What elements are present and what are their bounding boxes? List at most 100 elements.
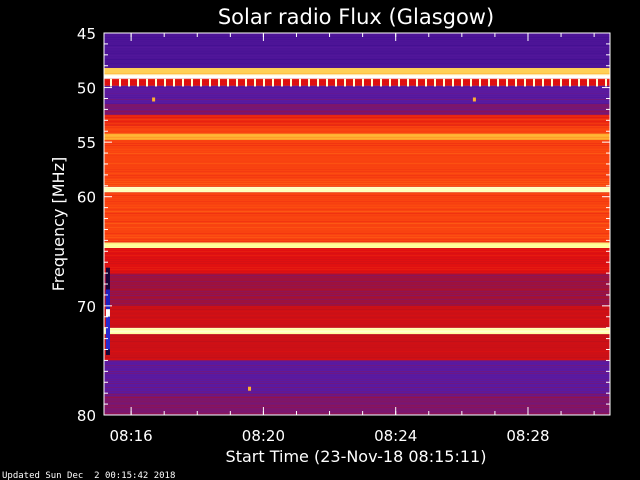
texture-line [104,195,610,196]
calibration-marker [182,78,184,87]
texture-line [104,199,610,200]
texture-line [104,123,610,124]
calibration-marker [578,78,580,87]
texture-line [104,187,610,188]
texture-line [104,375,610,376]
texture-line [104,257,610,258]
texture-line [104,389,610,390]
texture-line [104,45,610,46]
texture-line [104,251,610,252]
texture-line [104,293,610,294]
calibration-marker [173,78,175,87]
texture-line [104,371,610,372]
texture-line [104,175,610,176]
texture-line [104,105,610,106]
texture-line [104,171,610,172]
calibration-marker [254,78,256,87]
calibration-marker [263,78,265,87]
texture-line [104,167,610,168]
texture-line [104,215,610,216]
calibration-marker [191,78,193,87]
calibration-marker [515,78,517,87]
texture-line [104,125,610,126]
texture-line [104,193,610,194]
texture-line [104,111,610,112]
y-tick-label: 45 [77,25,96,43]
texture-line [104,41,610,42]
texture-line [104,359,610,360]
texture-line [104,141,610,142]
texture-line [104,205,610,206]
calibration-marker [344,78,346,87]
texture-line [104,169,610,170]
band-2 [104,74,610,79]
x-tick-label: 08:16 [110,427,153,445]
calibration-marker [479,78,481,87]
texture-line [104,353,610,354]
texture-line [104,117,610,118]
texture-line [104,163,610,164]
texture-line [104,133,610,134]
texture-line [104,285,610,286]
calibration-marker [227,78,229,87]
texture-line [104,159,610,160]
texture-line [104,155,610,156]
texture-line [104,405,610,406]
texture-line [104,131,610,132]
calibration-marker [164,78,166,87]
texture-line [104,403,610,404]
calibration-marker [371,78,373,87]
texture-line [104,83,610,84]
texture-line [104,327,610,328]
calibration-marker [362,78,364,87]
texture-line [104,71,610,72]
texture-line [104,93,610,94]
texture-line [104,333,610,334]
texture-line [104,301,610,302]
texture-line [104,369,610,370]
texture-line [104,59,610,60]
texture-line [104,183,610,184]
texture-line [104,307,610,308]
band-0 [104,33,610,68]
texture-line [104,37,610,38]
y-tick-label: 80 [77,407,96,425]
texture-line [104,217,610,218]
texture-line [104,265,610,266]
texture-line [104,261,610,262]
texture-line [104,259,610,260]
texture-line [104,229,610,230]
calibration-marker [380,78,382,87]
texture-line [104,345,610,346]
texture-line [104,411,610,412]
band-8 [104,133,610,140]
texture-line [104,137,610,138]
texture-line [104,377,610,378]
band-16 [104,327,610,335]
calibration-marker [533,78,535,87]
texture-line [104,393,610,394]
texture-line [104,235,610,236]
texture-line [104,129,610,130]
calibration-marker [524,78,526,87]
texture-line [104,225,610,226]
calibration-marker [443,78,445,87]
texture-line [104,221,610,222]
texture-line [104,373,610,374]
texture-line [104,263,610,264]
texture-line [104,121,610,122]
texture-line [104,177,610,178]
texture-line [104,397,610,398]
texture-line [104,267,610,268]
texture-line [104,341,610,342]
band-13 [104,248,610,274]
texture-line [104,151,610,152]
calibration-marker [452,78,454,87]
y-tick-label: 55 [77,134,96,152]
y-tick-label: 70 [77,298,96,316]
texture-line [104,319,610,320]
calibration-marker [497,78,499,87]
texture-line [104,211,610,212]
texture-line [104,53,610,54]
